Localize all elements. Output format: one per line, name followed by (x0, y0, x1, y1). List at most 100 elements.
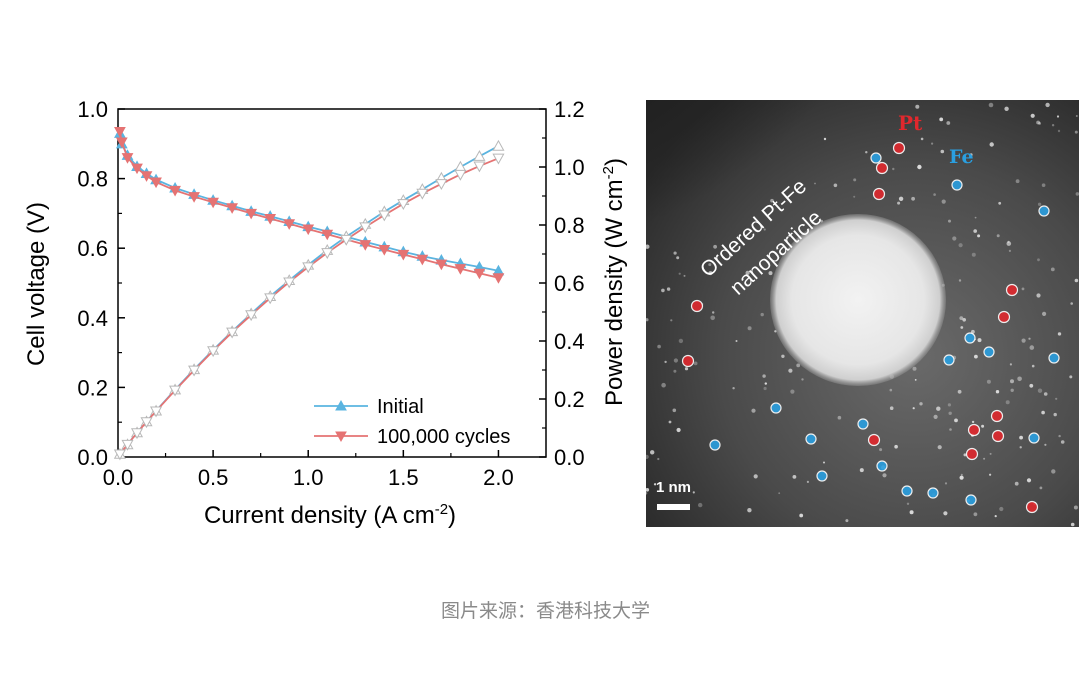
atom-speckle (1075, 115, 1078, 117)
data-point (149, 406, 163, 418)
data-point (321, 229, 334, 241)
atom-speckle (989, 452, 992, 455)
pt-atom-marker (681, 354, 695, 368)
atom-speckle (995, 390, 1000, 394)
atom-speckle (962, 318, 966, 322)
atom-speckle (1004, 106, 1009, 111)
series-line (119, 157, 499, 455)
data-point (121, 439, 134, 451)
atom-speckle (1070, 302, 1073, 305)
data-point (454, 169, 467, 181)
data-point (114, 127, 126, 138)
fe-atom-marker (951, 179, 963, 191)
atom-speckle (952, 236, 957, 241)
atom-speckle (1069, 375, 1073, 379)
plot-frame (117, 108, 547, 458)
fe-atom-marker (857, 418, 869, 430)
atom-speckle (1060, 440, 1065, 444)
atom-speckle (983, 457, 986, 460)
y-tick-label: 0.4 (77, 306, 108, 331)
atom-speckle (713, 244, 717, 249)
vacuum-region (646, 100, 886, 270)
atom-speckle (672, 408, 677, 413)
scale-bar (657, 504, 690, 510)
y-axis-title: Cell voltage (V) (23, 202, 50, 366)
y2-tick-label: 1.0 (554, 155, 585, 180)
atom-speckle (909, 510, 914, 515)
pt-fe-nanoparticle (770, 214, 946, 386)
atom-speckle (781, 354, 785, 358)
x-tick-label: 0.0 (103, 465, 134, 490)
data-point (397, 249, 410, 261)
atom-speckle (931, 142, 934, 145)
atom-speckle (1010, 379, 1014, 384)
data-point (378, 210, 391, 222)
atom-speckle (650, 450, 655, 455)
atom-speckle (989, 473, 992, 476)
data-point (131, 163, 143, 175)
pt-atom-marker (965, 447, 979, 461)
pt-label: Pt (898, 111, 923, 135)
fe-atom-marker (816, 470, 828, 482)
atom-speckle (911, 196, 915, 201)
atom-speckle (646, 244, 650, 249)
pt-atom-marker (1005, 283, 1019, 297)
data-point (397, 199, 410, 211)
atom-speckle (971, 329, 975, 334)
atom-speckle (653, 483, 657, 486)
atom-speckle (683, 274, 686, 277)
atom-speckle (977, 338, 982, 343)
data-point (245, 208, 258, 220)
series-1 (114, 127, 505, 284)
atom-speckle (1021, 287, 1025, 291)
atom-speckle (1014, 481, 1019, 486)
atom-speckle (768, 271, 773, 276)
fe-atom-marker (876, 460, 888, 472)
atom-speckle (914, 379, 917, 381)
atom-speckle (949, 428, 952, 431)
atom-speckle (1005, 400, 1010, 405)
fe-atom-marker (870, 152, 882, 164)
data-point (378, 245, 391, 256)
atom-speckle (933, 414, 938, 419)
atom-speckle (710, 315, 715, 321)
atom-speckle (692, 491, 695, 494)
atom-speckle (778, 492, 781, 495)
pt-atom-marker (967, 423, 981, 437)
fe-atom-marker (709, 439, 721, 451)
fe-atom-marker (1028, 432, 1040, 444)
x-axis-title: Current density (A cm-2) (204, 501, 456, 529)
y2-tick-label: 0.0 (554, 445, 585, 470)
data-point (150, 177, 162, 189)
y-tick-label: 1.0 (77, 97, 108, 122)
atom-speckle (664, 360, 667, 364)
atom-speckle (973, 229, 977, 233)
atom-speckle (981, 424, 985, 428)
atom-speckle (947, 403, 951, 407)
atom-speckle (894, 444, 898, 449)
labeled-atoms (681, 141, 1060, 514)
atom-speckle (1028, 337, 1031, 340)
data-point (416, 254, 429, 266)
atom-speckle (678, 338, 684, 344)
data-point (130, 428, 144, 440)
data-point (302, 262, 315, 274)
atom-speckle (1041, 183, 1046, 187)
fe-atom-marker (1048, 352, 1060, 364)
atom-speckle (1045, 102, 1050, 108)
atom-speckle (912, 407, 915, 410)
atom-speckle (898, 196, 904, 201)
atom-speckle (963, 453, 967, 457)
atom-speckle (657, 457, 660, 461)
atom-speckle (948, 219, 951, 223)
atom-speckle (745, 270, 750, 275)
atom-speckle (790, 389, 795, 394)
y-tick-label: 0.6 (77, 236, 108, 261)
atom-speckle (1042, 311, 1047, 316)
y2-tick-label: 1.2 (554, 97, 585, 122)
fe-atom-marker (983, 346, 995, 358)
x-tick-label: 1.0 (293, 465, 324, 490)
atom-speckle (1050, 267, 1055, 272)
atom-speckle (959, 475, 964, 480)
data-point (169, 385, 182, 397)
